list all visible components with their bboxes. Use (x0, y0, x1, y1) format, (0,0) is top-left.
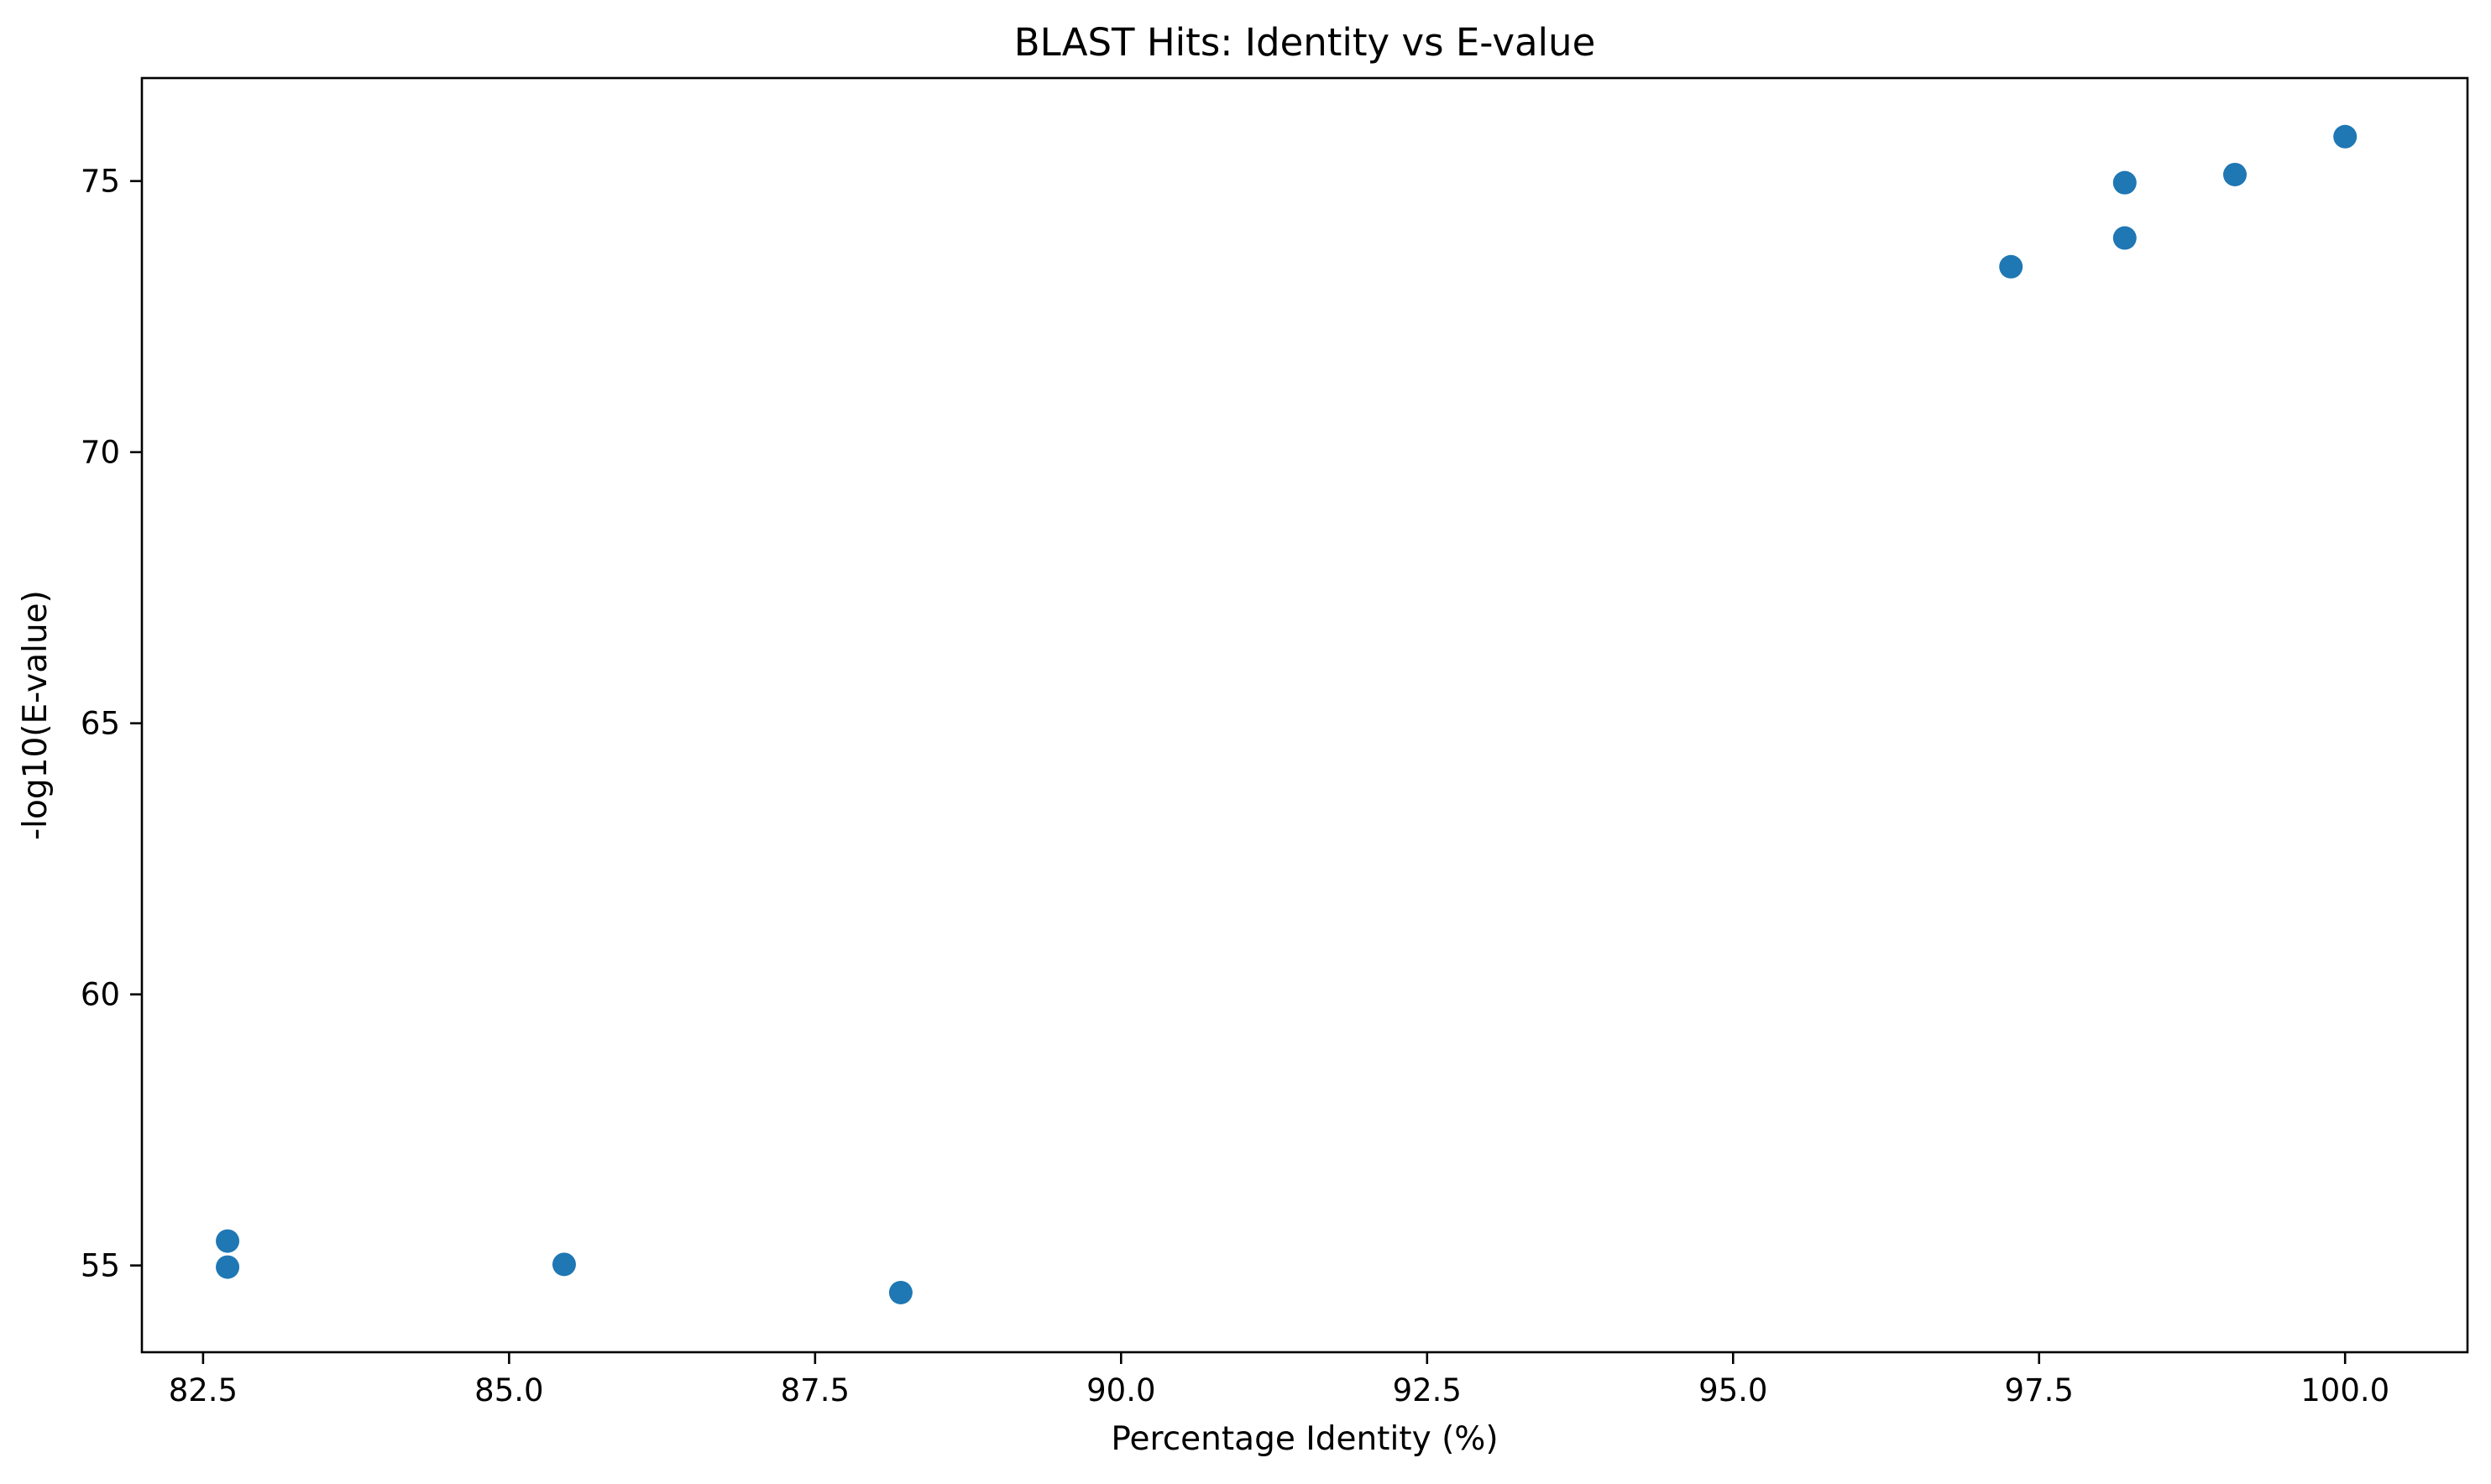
x-tick-label: 82.5 (169, 1372, 238, 1408)
scatter-point (2112, 226, 2137, 250)
x-tick-label: 100.0 (2300, 1372, 2389, 1408)
x-tick-label: 87.5 (781, 1372, 850, 1408)
x-tick-label: 85.0 (474, 1372, 543, 1408)
plot-frame (140, 76, 2469, 1354)
y-tick-label: 75 (81, 164, 120, 200)
scatter-point (888, 1280, 913, 1304)
scatter-point (1999, 254, 2023, 279)
y-tick-label: 70 (81, 435, 120, 471)
x-axis: 82.5 85.0 87.5 90.0 92.5 95.0 97.5 100.0 (169, 1352, 2389, 1408)
y-tick-label: 55 (81, 1248, 120, 1284)
scatter-point (2223, 162, 2247, 186)
scatter-point (2112, 170, 2137, 195)
scatter-point (2333, 124, 2358, 149)
x-tick-label: 90.0 (1086, 1372, 1155, 1408)
x-axis-label: Percentage Identity (%) (1111, 1420, 1498, 1458)
y-axis-label: -log10(E-value) (17, 590, 55, 840)
scatter-point (216, 1255, 240, 1279)
y-tick-label: 65 (81, 706, 120, 742)
scatter-point (216, 1229, 240, 1253)
y-tick-label: 60 (81, 977, 120, 1013)
plot-area (216, 124, 2358, 1304)
x-tick-label: 92.5 (1393, 1372, 1462, 1408)
x-tick-label: 97.5 (2005, 1372, 2074, 1408)
chart-title: BLAST Hits: Identity vs E-value (1014, 20, 1596, 65)
x-tick-label: 95.0 (1698, 1372, 1767, 1408)
y-axis: 55 60 65 70 75 (81, 164, 142, 1284)
scatter-point (552, 1252, 576, 1277)
